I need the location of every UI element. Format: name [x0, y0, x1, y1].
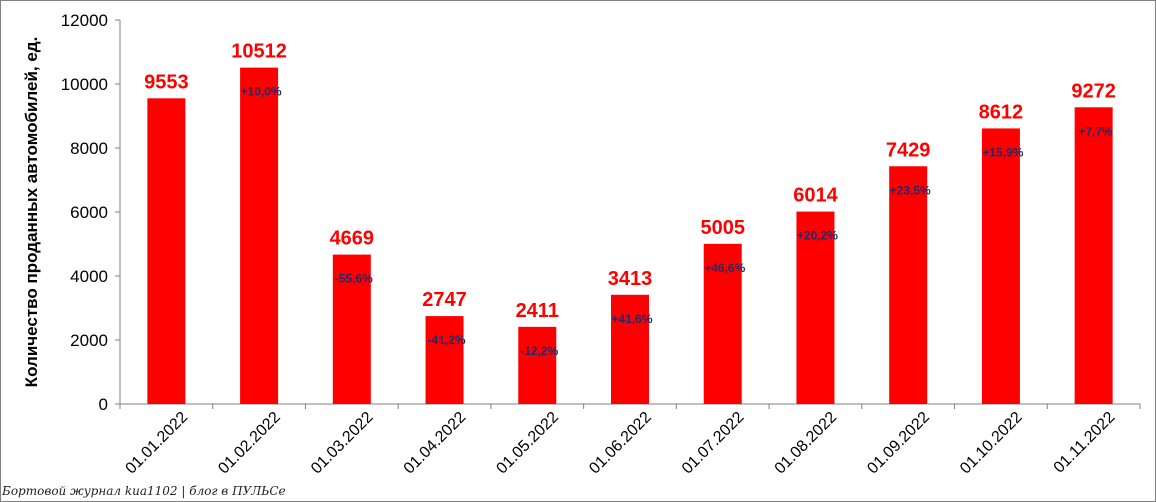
- y-tick-label: 6000: [70, 203, 108, 222]
- bar: [703, 243, 742, 404]
- value-label: 6014: [793, 185, 838, 207]
- x-tick-label: 01.04.2022: [401, 409, 470, 478]
- y-tick-label: 8000: [70, 139, 108, 158]
- change-label: +41,6%: [611, 312, 652, 326]
- x-tick-label: 01.07.2022: [679, 409, 748, 478]
- bar: [796, 211, 835, 404]
- change-label: -41,2%: [428, 333, 466, 347]
- x-tick-label: 01.09.2022: [864, 409, 933, 478]
- x-tick-label: 01.11.2022: [1051, 409, 1119, 477]
- change-label: +10,0%: [241, 85, 282, 99]
- watermark: Бортовой журнал kиа1102 | блог в ПУЛЬСе: [2, 484, 286, 498]
- bar: [611, 294, 649, 404]
- value-label: 2747: [422, 289, 467, 311]
- y-tick-label: 0: [99, 395, 108, 414]
- change-label: -55,6%: [335, 272, 373, 286]
- change-label: +15,9%: [982, 145, 1023, 159]
- bar: [981, 128, 1020, 404]
- bar: [518, 326, 557, 404]
- y-axis-title: Количество проданных автомобилей, ед.: [22, 37, 41, 388]
- y-tick-label: 10000: [61, 75, 108, 94]
- y-tick-label: 4000: [70, 267, 108, 286]
- value-label: 2411: [516, 300, 559, 322]
- change-label: -12,2%: [520, 344, 558, 358]
- x-tick-label: 01.01.2022: [123, 409, 192, 478]
- bar: [147, 98, 186, 404]
- value-label: 7429: [886, 139, 931, 161]
- x-tick-label: 01.08.2022: [772, 409, 841, 478]
- value-label: 3413: [608, 268, 653, 290]
- change-label: +46,6%: [704, 261, 745, 275]
- value-label: 4669: [330, 228, 375, 250]
- bar: [425, 316, 464, 404]
- change-label: +7,7%: [1078, 124, 1113, 138]
- x-tick-label: 01.06.2022: [586, 409, 655, 478]
- value-label: 9553: [144, 71, 189, 93]
- value-label: 5005: [700, 217, 745, 239]
- x-tick-label: 01.10.2022: [957, 409, 1026, 478]
- y-tick-label: 2000: [70, 331, 108, 350]
- bar: [889, 166, 928, 404]
- x-tick-label: 01.03.2022: [308, 409, 377, 478]
- bar: [1074, 107, 1113, 405]
- change-label: +20,2%: [797, 229, 838, 243]
- value-label: 10512: [231, 41, 287, 63]
- bar: [332, 254, 371, 404]
- x-tick-label: 01.05.2022: [493, 409, 562, 478]
- bar: [240, 67, 279, 404]
- x-tick-label: 01.02.2022: [215, 409, 284, 478]
- value-label: 8612: [979, 101, 1024, 123]
- change-label: +23,5%: [890, 183, 931, 197]
- value-label: 9272: [1071, 80, 1116, 102]
- y-tick-label: 12000: [61, 11, 108, 30]
